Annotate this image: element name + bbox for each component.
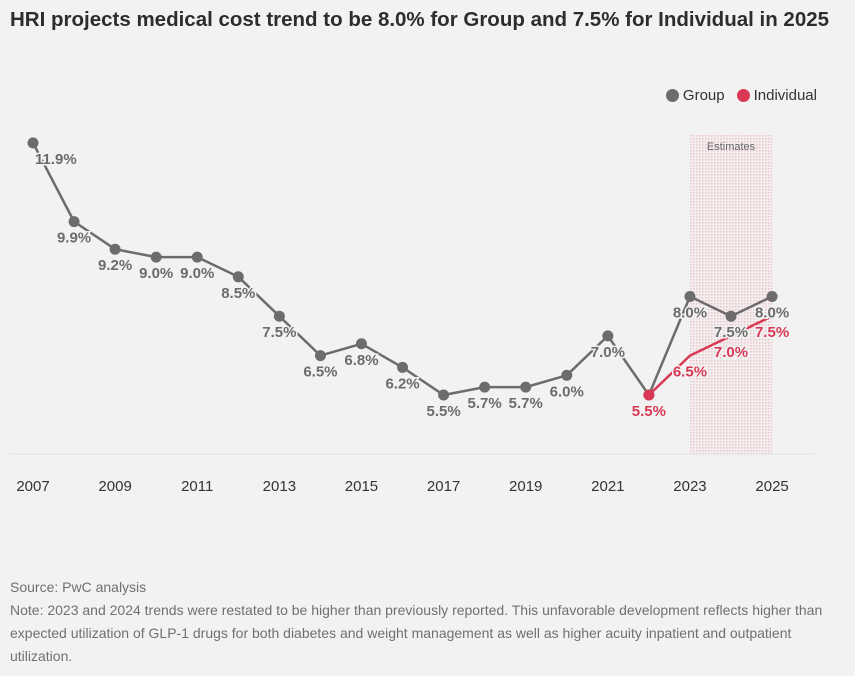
data-point-group [520,381,532,393]
data-point-group [109,243,121,255]
x-tick-label: 2009 [98,478,131,495]
legend-label-group: Group [682,87,725,104]
footer: Source: PwC analysis Note: 2023 and 2024… [10,576,845,668]
data-label-group: 6.8% [344,352,378,369]
data-label-individual: 6.5% [673,364,707,381]
individual-dot-icon [736,89,750,102]
data-label-group: 11.9% [35,151,77,168]
data-label-group: 8.0% [755,305,789,322]
data-point-group [232,271,244,283]
data-label-group: 9.0% [139,265,173,282]
data-point-group [561,369,573,381]
data-point-group [479,381,491,393]
x-tick-label: 2023 [673,478,706,495]
data-label-group: 8.5% [221,285,255,302]
data-label-group: 9.9% [57,230,91,247]
x-tick-label: 2019 [509,478,542,495]
data-point-group [27,137,39,149]
x-tick-label: 2021 [591,478,624,495]
x-tick-label: 2013 [263,478,296,495]
group-dot-icon [665,89,679,102]
data-label-group: 5.7% [509,395,543,412]
data-point-group [150,251,162,263]
data-point-group [191,251,203,263]
estimates-label: Estimates [707,141,756,153]
data-label-group: 8.0% [673,305,707,322]
data-point-group [684,291,696,302]
data-point-group [725,310,737,322]
x-tick-label: 2015 [345,478,378,495]
data-point-group [438,389,450,401]
series-line-individual [648,315,773,396]
x-tick-label: 2011 [181,478,213,495]
legend-label-individual: Individual [753,87,817,104]
data-label-group: 7.5% [262,324,296,341]
line-chart: Estimates 2007 2009 2011 2013 2015 2017 2019 202… [10,135,815,495]
data-point-group [766,291,778,302]
data-label-individual: 5.5% [632,403,666,420]
legend-item-group: Group [665,87,725,104]
data-label-individual: 7.5% [755,324,789,341]
legend: Group Individual [665,87,817,104]
data-point-group [355,338,367,350]
data-point-group [314,350,326,362]
data-label-group: 6.0% [550,383,584,400]
estimates-band [689,135,773,455]
data-label-group: 5.7% [468,395,502,412]
data-label-group: 7.0% [591,344,625,361]
data-point-group [273,310,285,322]
source-note: Source: PwC analysis [10,579,147,595]
footnote: Note: 2023 and 2024 trends were restated… [10,602,823,664]
x-tick-label: 2007 [16,478,49,495]
data-label-group: 6.2% [385,375,419,392]
data-point-group [68,216,80,228]
x-tick-label: 2017 [427,478,460,495]
data-label-group: 5.5% [426,403,460,420]
data-label-group: 9.2% [98,257,132,274]
data-label-individual: 7.0% [714,344,748,361]
x-tick-label: 2025 [755,478,788,495]
legend-item-individual: Individual [736,87,817,104]
data-point-group [397,361,409,373]
data-label-group: 7.5% [714,324,748,341]
data-point-individual [643,389,655,401]
data-label-group: 6.5% [303,364,337,381]
data-point-group [602,330,614,342]
data-label-group: 9.0% [180,265,214,282]
chart-title: HRI projects medical cost trend to be 8.… [10,8,830,31]
